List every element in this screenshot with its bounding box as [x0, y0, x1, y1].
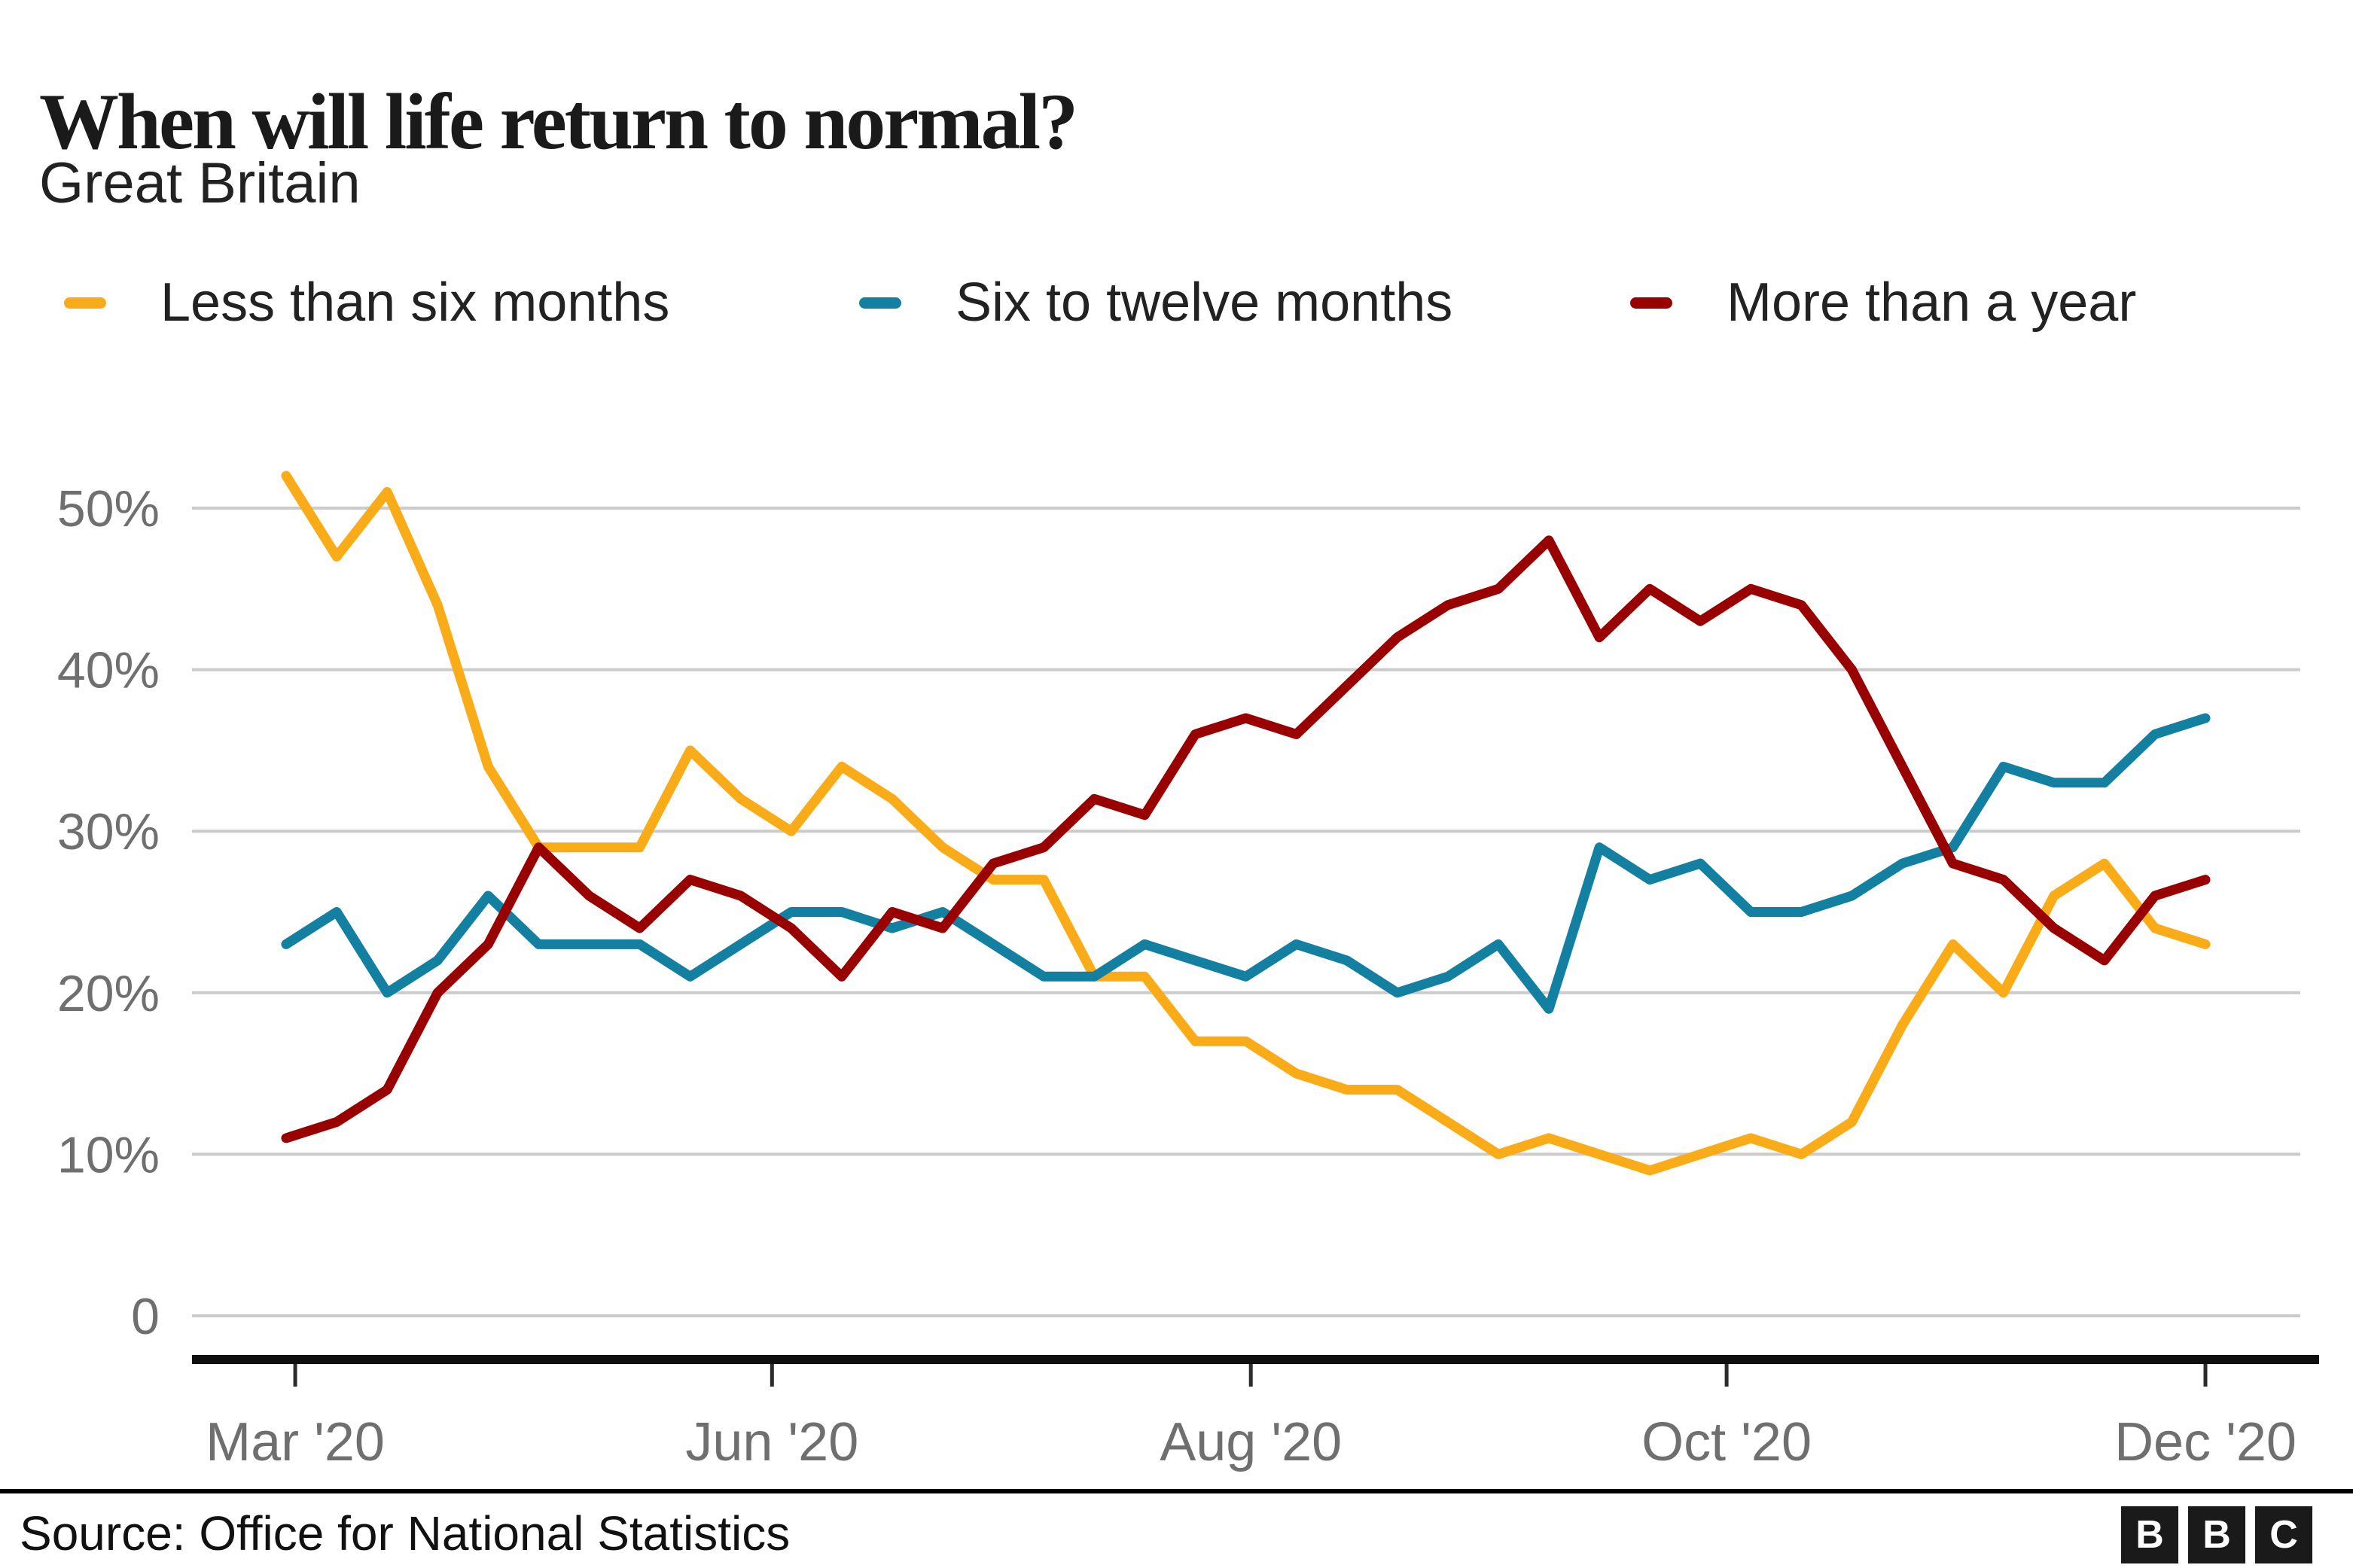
legend-item-more-than-a-year: More than a year — [1630, 265, 2136, 340]
x-axis-label-jun20: Jun '20 — [685, 1412, 858, 1472]
x-axis-label-oct20: Oct '20 — [1641, 1412, 1812, 1472]
x-axis-label-aug20: Aug '20 — [1160, 1412, 1342, 1472]
legend-item-six-to-twelve-months: Six to twelve months — [859, 265, 1452, 340]
y-axis-label-40: 40% — [57, 642, 160, 699]
y-axis-label-50: 50% — [57, 480, 160, 537]
bbc-logo-letter: C — [2269, 1513, 2298, 1557]
bbc-logo-box: B — [2188, 1506, 2245, 1563]
y-axis-label-30: 30% — [57, 803, 160, 860]
series-line-more-than-a-year — [281, 535, 2211, 1143]
legend-swatch-icon — [1630, 297, 1672, 309]
legend-label: Six to twelve months — [956, 272, 1453, 333]
page-title: When will life return to normal? — [39, 78, 1078, 166]
bbc-logo-letter: B — [2135, 1513, 2164, 1557]
legend-item-less-than-six-months: Less than six months — [64, 265, 669, 340]
x-axis-label-dec20: Dec '20 — [2114, 1412, 2297, 1472]
bbc-logo-box: C — [2255, 1506, 2312, 1563]
source-credit: Source: Office for National Statistics — [20, 1506, 791, 1560]
x-axis-line — [192, 1355, 2319, 1364]
legend-label: More than a year — [1727, 272, 2137, 333]
legend-swatch-icon — [859, 297, 901, 309]
x-axis-label-mar20: Mar '20 — [206, 1412, 385, 1472]
legend-swatch-icon — [64, 297, 106, 309]
y-axis-label-20: 20% — [57, 965, 160, 1022]
series-line-six-to-twelve-months — [281, 713, 2211, 1014]
footer-divider — [0, 1489, 2353, 1493]
bbc-logo-box: B — [2121, 1506, 2178, 1563]
legend-label: Less than six months — [160, 272, 670, 333]
y-axis-label-10: 10% — [57, 1126, 160, 1183]
chart-subtitle: Great Britain — [39, 151, 361, 215]
chart-legend: Less than six months Six to twelve months… — [0, 265, 2353, 340]
y-axis-label-0: 0 — [131, 1288, 160, 1345]
series-line-less-than-six-months — [281, 470, 2211, 1176]
bbc-logo-letter: B — [2202, 1513, 2231, 1557]
